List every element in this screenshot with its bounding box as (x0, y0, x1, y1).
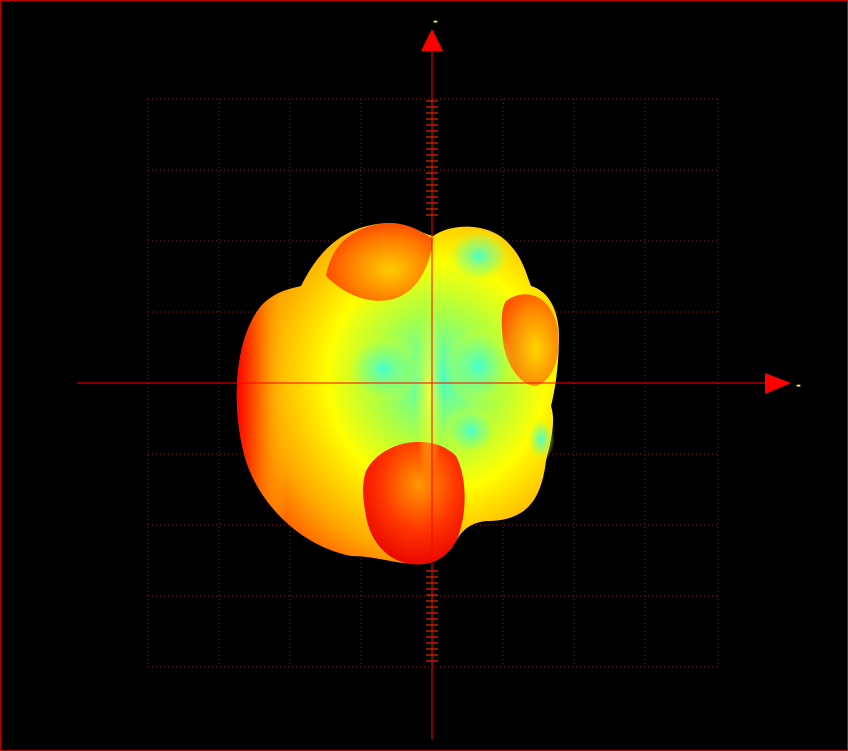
cyan-region-center-left (343, 333, 423, 405)
cyan-region-center-right (443, 326, 515, 406)
cyan-region-top-right (445, 228, 513, 284)
y-axis-arrow-icon (421, 29, 443, 51)
pattern-top-lobe (326, 222, 433, 301)
y-axis-ticks (426, 100, 438, 662)
x-axis-label: - (796, 378, 801, 392)
y-axis-label: - (433, 14, 438, 28)
cyan-region-lower-right (443, 405, 499, 457)
pattern-right-lobe (501, 294, 559, 386)
pattern-bottom-lobe (363, 441, 465, 565)
yellow-ridge-vertical (415, 301, 443, 481)
pattern-left-shade (236, 286, 361, 556)
radiation-pattern-surface[interactable] (236, 222, 559, 565)
axes (77, 29, 791, 739)
x-axis-arrow-icon (765, 373, 791, 394)
cyan-region-right-edge (527, 417, 555, 461)
